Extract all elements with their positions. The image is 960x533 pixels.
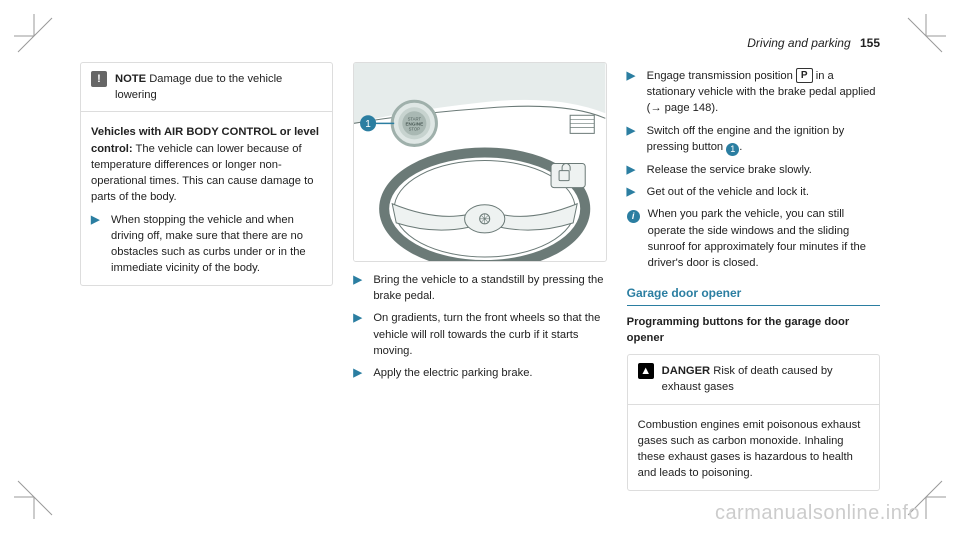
header-section: Driving and parking xyxy=(747,36,850,50)
arrow-icon: ▶ xyxy=(91,212,103,277)
column-1: ! NOTE Damage due to the vehicle lowerin… xyxy=(80,62,333,491)
note-body: Vehicles with AIR BODY CONTROL or level … xyxy=(91,124,322,205)
arrow-icon: ▶ xyxy=(353,272,365,304)
info-paragraph: i When you park the vehicle, you can sti… xyxy=(627,206,880,271)
info-icon: i xyxy=(627,206,640,271)
note-title: NOTE Damage due to the vehicle lowering xyxy=(115,71,322,103)
arrow-icon: ▶ xyxy=(353,365,365,381)
danger-box: ▲ DANGER Risk of death caused by exhaust… xyxy=(627,354,880,490)
arrow-icon: ▶ xyxy=(627,184,639,200)
danger-icon: ▲ xyxy=(638,363,654,379)
dashboard-figure: START ENGINE STOP 1 xyxy=(353,62,606,262)
note-bullet: ▶ When stopping the vehicle and when dri… xyxy=(91,212,322,277)
step-gradients: ▶ On gradients, turn the front wheels so… xyxy=(353,310,606,359)
note-box: ! NOTE Damage due to the vehicle lowerin… xyxy=(80,62,333,286)
arrow-icon: ▶ xyxy=(627,162,639,178)
watermark: carmanualsonline.info xyxy=(715,502,920,525)
arrow-icon: ▶ xyxy=(627,123,639,156)
step-release-brake: ▶ Release the service brake slowly. xyxy=(627,162,880,178)
arrow-icon: ▶ xyxy=(353,310,365,359)
note-icon: ! xyxy=(91,71,107,87)
step-get-out: ▶ Get out of the vehicle and lock it. xyxy=(627,184,880,200)
step-transmission: ▶ Engage transmission position P in a st… xyxy=(627,68,880,117)
column-2: START ENGINE STOP 1 xyxy=(353,62,606,491)
section-title: Garage door opener xyxy=(627,285,880,305)
danger-body: Combustion engines emit poisonous exhaus… xyxy=(638,417,869,482)
crop-mark-bl xyxy=(14,477,56,519)
arrow-icon: ▶ xyxy=(627,68,639,117)
danger-title: DANGER Risk of death caused by exhaust g… xyxy=(662,363,869,395)
running-header: Driving and parking 155 xyxy=(747,36,880,50)
crop-mark-tr xyxy=(904,14,946,56)
p-keycap: P xyxy=(796,68,813,83)
step-parking-brake: ▶ Apply the electric parking brake. xyxy=(353,365,606,381)
subsection-title: Programming buttons for the garage door … xyxy=(627,314,880,346)
step-brake: ▶ Bring the vehicle to a standstill by p… xyxy=(353,272,606,304)
callout-1-icon: 1 xyxy=(726,143,739,156)
header-page-number: 155 xyxy=(860,36,880,50)
column-3: ▶ Engage transmission position P in a st… xyxy=(627,62,880,491)
svg-text:STOP: STOP xyxy=(409,126,421,131)
step-switch-off: ▶ Switch off the engine and the ignition… xyxy=(627,123,880,156)
svg-text:1: 1 xyxy=(366,119,372,130)
crop-mark-tl xyxy=(14,14,56,56)
